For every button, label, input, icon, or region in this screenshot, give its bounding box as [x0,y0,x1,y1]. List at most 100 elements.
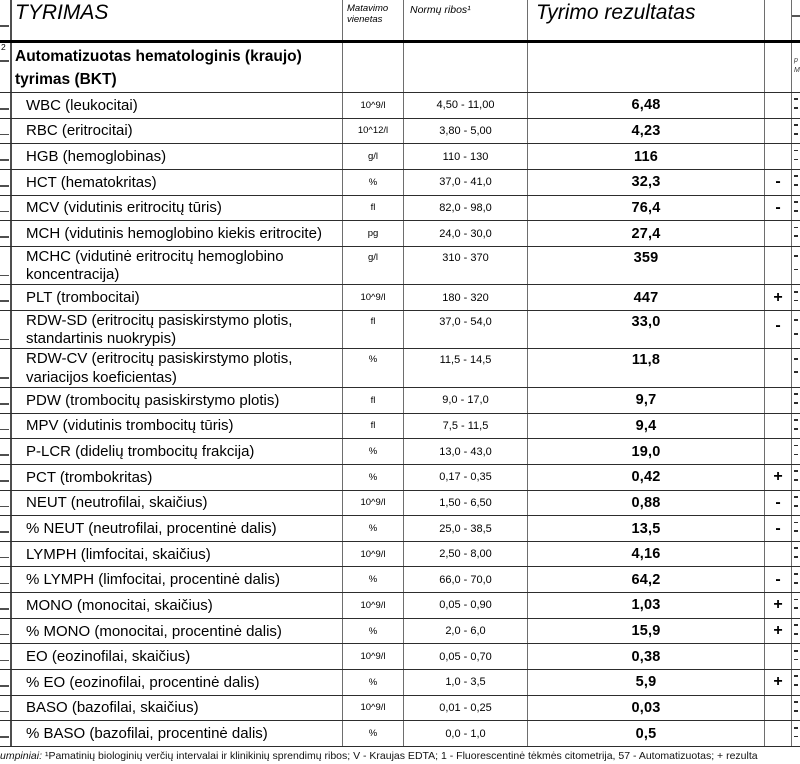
column-header-unit: Matavimo vienetas [343,0,404,40]
table-row: % MONO (monocitai, procentinė dalis) % 2… [0,618,800,645]
result-value: 64,2 [528,567,765,593]
result-value: 1,03 [528,593,765,618]
test-name: RBC (eritrocitai) [12,118,343,144]
norm-range: 13,0 - 43,0 [404,439,528,464]
left-gutter [0,413,12,439]
clipped-edge-column [792,721,800,746]
test-name: NEUT (neutrofilai, skaičius) [12,490,343,516]
section-superscript: 2 [1,43,6,52]
test-name: HGB (hemoglobinas) [12,144,343,169]
result-value: 6,48 [528,93,765,118]
clipped-edge-column [792,285,800,310]
test-name: PDW (trombocitų pasiskirstymo plotis) [12,387,343,413]
left-gutter [0,310,12,349]
clipped-text-fragment: M [794,67,800,74]
clipped-edge-column [792,119,800,144]
table-row: NEUT (neutrofilai, skaičius) 10^9/l 1,50… [0,490,800,517]
test-unit: % [343,464,404,490]
result-value: 0,03 [528,695,765,721]
test-name: BASO (bazofilai, skaičius) [12,695,343,721]
section-range-cell [404,43,528,92]
norm-range: 0,05 - 0,90 [404,593,528,618]
table-header-row: TYRIMAS Matavimo vienetas Normų ribos¹ T… [0,0,800,43]
left-gutter [0,195,12,221]
result-value: 4,23 [528,118,765,144]
left-gutter: 2 [0,43,12,92]
left-gutter [0,93,12,118]
abnormal-flag [765,541,792,567]
clipped-edge-column [792,491,800,516]
norm-range: 180 - 320 [404,285,528,310]
table-row: RBC (eritrocitai) 10^12/l 3,80 - 5,00 4,… [0,118,800,145]
norm-range: 37,0 - 54,0 [404,310,528,349]
clipped-edge-column [792,465,800,490]
result-value: 0,38 [528,644,765,670]
abnormal-flag [765,118,792,144]
test-unit: % [343,567,404,593]
left-gutter [0,349,12,387]
test-name: % EO (eozinofilai, procentinė dalis) [12,670,343,695]
norm-range: 37,0 - 41,0 [404,169,528,195]
abnormal-flag: + [765,618,792,644]
clipped-edge-column: p M [792,43,800,92]
test-name: % NEUT (neutrofilai, procentinė dalis) [12,516,343,541]
result-value: 19,0 [528,439,765,464]
test-unit: fl [343,387,404,413]
abnormal-flag: + [765,285,792,310]
clipped-edge-column [792,414,800,439]
clipped-edge-column [792,349,800,387]
column-header-range: Normų ribos¹ [404,0,528,40]
result-value: 11,8 [528,349,765,387]
left-gutter [0,439,12,464]
test-unit: 10^9/l [343,93,404,118]
clipped-edge-column [792,439,800,464]
test-unit: 10^12/l [343,118,404,144]
test-name: RDW-SD (eritrocitų pasiskirstymo plotis,… [12,310,343,349]
footnote-lead: umpiniai: [0,749,43,762]
clipped-edge-column [792,593,800,618]
column-header-result: Tyrimo rezultatas [528,0,765,40]
table-row: WBC (leukocitai) 10^9/l 4,50 - 11,00 6,4… [0,93,800,119]
test-unit: % [343,169,404,195]
left-gutter [0,670,12,695]
test-name: % BASO (bazofilai, procentinė dalis) [12,721,343,746]
clipped-edge-column [792,516,800,541]
table-row: HCT (hematokritas) % 37,0 - 41,0 32,3 - [0,169,800,196]
left-gutter [0,144,12,169]
clipped-edge-column [792,170,800,195]
norm-range: 11,5 - 14,5 [404,349,528,387]
left-gutter [0,618,12,644]
left-gutter [0,246,12,285]
norm-range: 0,0 - 1,0 [404,721,528,746]
norm-range: 24,0 - 30,0 [404,221,528,246]
left-gutter [0,541,12,567]
abnormal-flag [765,246,792,285]
test-unit: 10^9/l [343,541,404,567]
result-value: 116 [528,144,765,169]
abnormal-flag [765,721,792,746]
table-row: MONO (monocitai, skaičius) 10^9/l 0,05 -… [0,593,800,619]
left-gutter [0,644,12,670]
left-gutter [0,169,12,195]
section-row: 2 Automatizuotas hematologinis (kraujo) … [0,43,800,93]
table-row: PCT (trombokritas) % 0,17 - 0,35 0,42 + [0,464,800,491]
abnormal-flag: - [765,516,792,541]
clipped-edge-column [792,567,800,592]
clipped-edge-column [792,388,800,413]
abnormal-flag: - [765,310,792,349]
norm-range: 1,0 - 3,5 [404,670,528,695]
result-value: 33,0 [528,310,765,349]
result-value: 4,16 [528,541,765,567]
left-gutter [0,721,12,746]
left-gutter [0,567,12,593]
result-value: 0,88 [528,490,765,516]
abnormal-flag [765,349,792,387]
table-row: MCV (vidutinis eritrocitų tūris) fl 82,0… [0,195,800,222]
result-value: 0,42 [528,464,765,490]
result-value: 15,9 [528,618,765,644]
test-unit: 10^9/l [343,490,404,516]
test-unit: % [343,516,404,541]
table-row: % EO (eozinofilai, procentinė dalis) % 1… [0,670,800,696]
table-row: MPV (vidutinis trombocitų tūris) fl 7,5 … [0,413,800,440]
